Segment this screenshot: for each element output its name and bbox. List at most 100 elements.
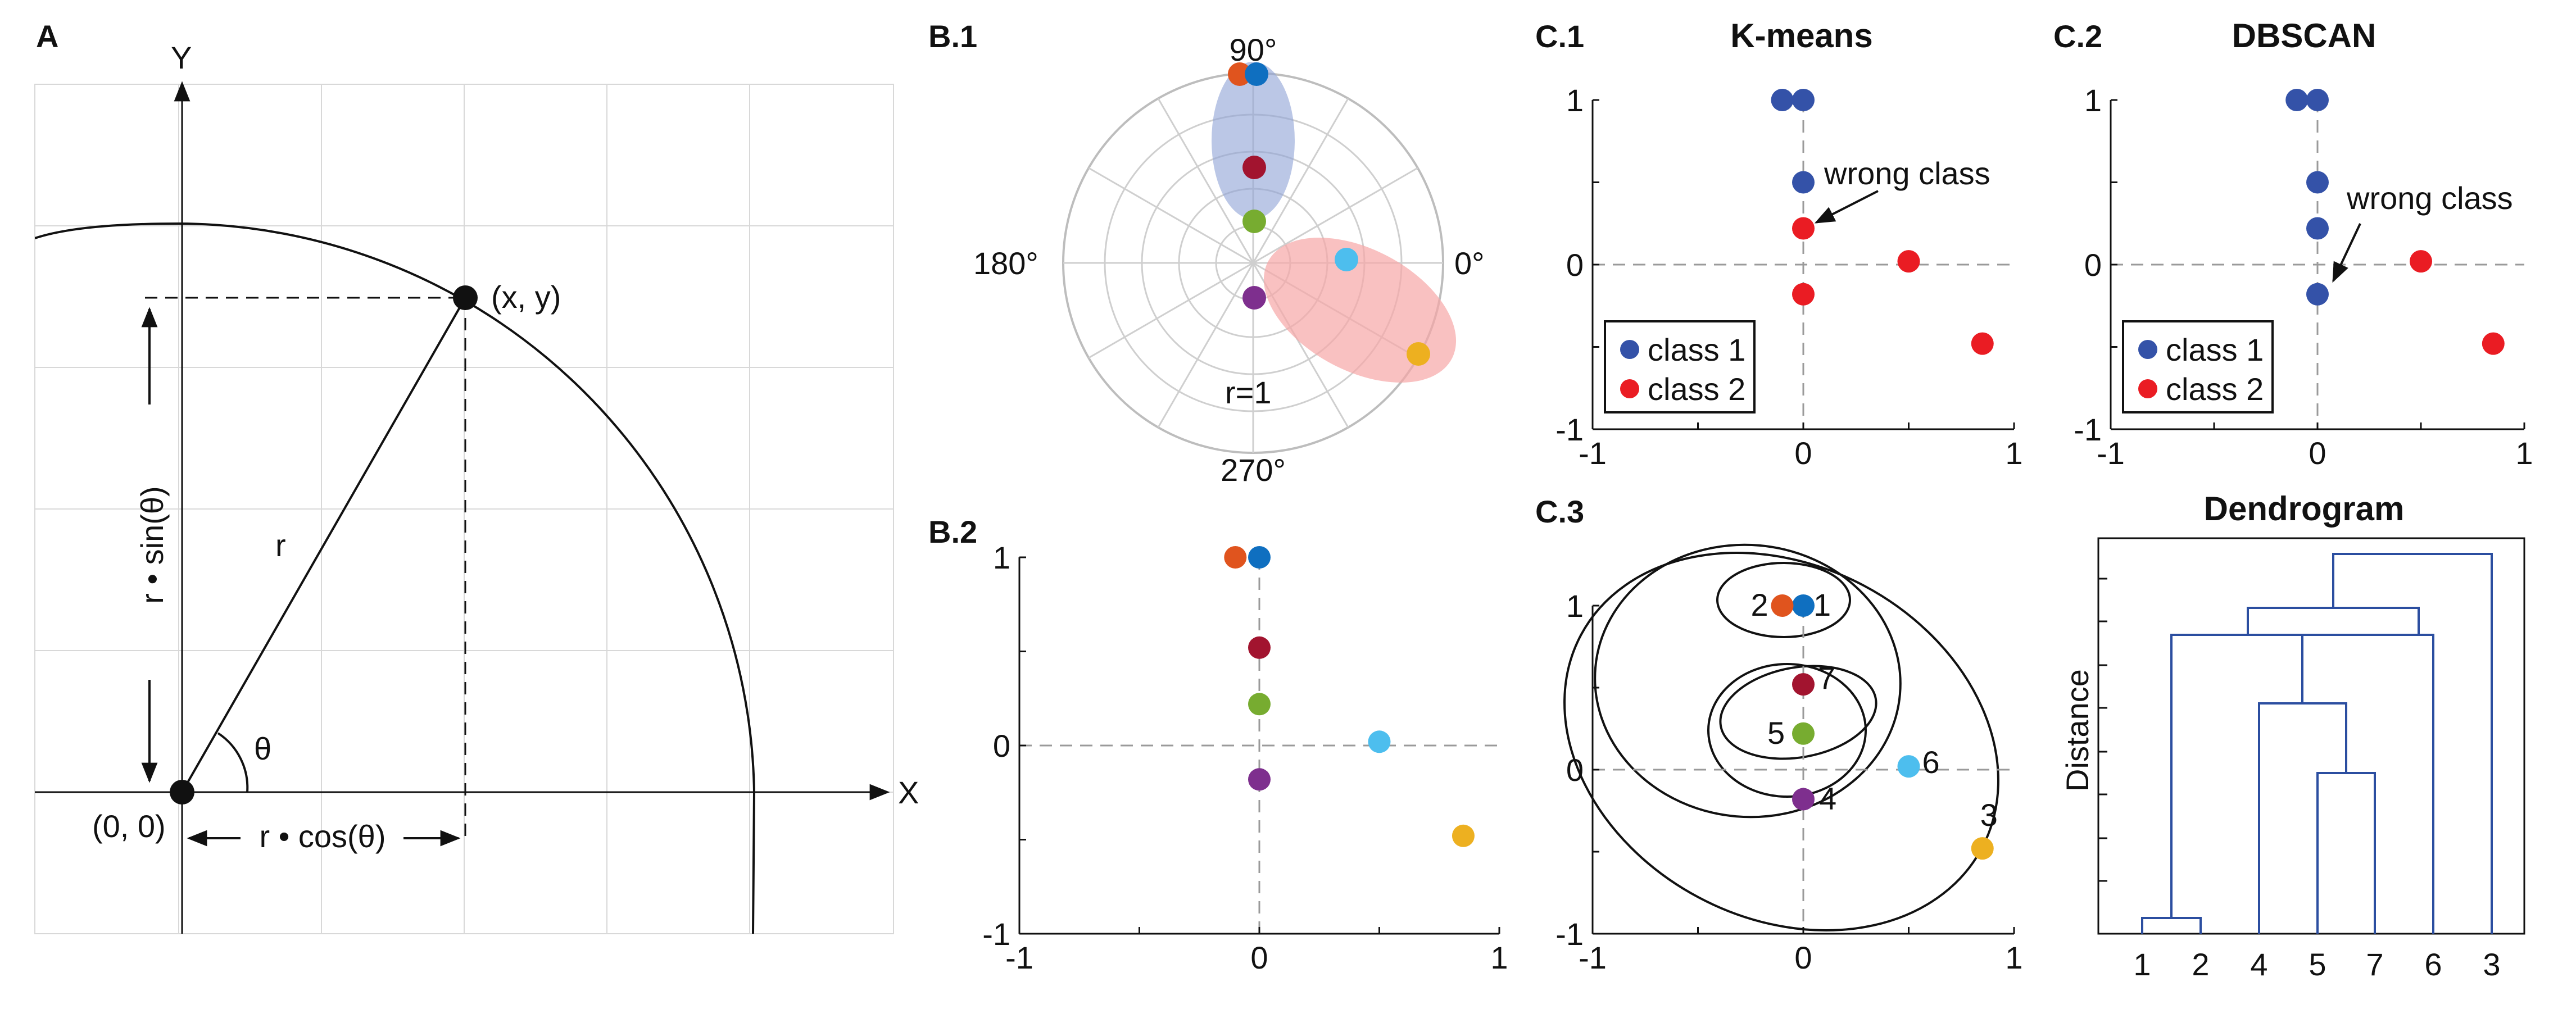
x-tick-label: 1 <box>1490 940 1508 975</box>
y-tick-label: 1 <box>993 540 1010 575</box>
leaf-label: 4 <box>2250 947 2267 982</box>
point <box>2410 250 2432 273</box>
x-tick-label: -1 <box>1579 940 1607 975</box>
point-7 <box>1248 636 1271 659</box>
x-axis-label: X <box>898 775 919 810</box>
point <box>2306 171 2329 194</box>
x-tick-label: 1 <box>2005 435 2022 471</box>
legend-class2: class 2 <box>2166 371 2264 407</box>
point-2 <box>1771 594 1794 617</box>
panel-a-label: A <box>36 19 58 54</box>
leaf-label: 1 <box>2133 947 2151 982</box>
polar-point-1 <box>1245 62 1268 86</box>
legend-c1: class 1 class 2 <box>1604 320 1756 413</box>
legend-c2: class 1 class 2 <box>2122 320 2274 413</box>
wrong-class-label: wrong class <box>2346 180 2513 216</box>
panel-c1-label: C.1 <box>1535 19 1584 54</box>
point-3 <box>1971 837 1994 860</box>
point-3 <box>1452 824 1475 847</box>
point-6 <box>1368 730 1391 753</box>
y-tick-label: -1 <box>1555 916 1584 952</box>
y-tick-label: 0 <box>993 728 1010 763</box>
dendrogram-links <box>2141 553 2493 934</box>
point <box>1897 250 1920 273</box>
point-1 <box>1248 546 1271 569</box>
wrong-class-label: wrong class <box>1824 156 1990 191</box>
polar-spoke <box>1157 98 1254 263</box>
leaf-label: 3 <box>2483 947 2500 982</box>
panel-c1-title: K-means <box>1730 17 1872 54</box>
point-id-label: 6 <box>1922 744 1940 780</box>
dendrogram-ylabel: Distance <box>2060 669 2095 792</box>
panel-c1: C.1 K-means -1 0 1 1 0 -1 wrong class class 1… <box>1535 17 2023 471</box>
legend-class1-marker <box>2138 340 2157 359</box>
x-tick-label: 0 <box>1794 435 1812 471</box>
link-upper <box>2247 607 2420 635</box>
point <box>2306 217 2329 240</box>
leaf-label: 5 <box>2309 947 2326 982</box>
link-5-7 <box>2316 772 2376 934</box>
y-tick-label: -1 <box>2074 412 2102 447</box>
y-tick-label: 1 <box>1566 83 1584 118</box>
origin-point <box>170 780 194 805</box>
panel-dendrogram: Dendrogram Distance 1 2 4 5 7 <box>2060 490 2525 982</box>
wrong-class-arrow <box>1814 190 1879 224</box>
legend-class2-marker <box>1620 379 1639 398</box>
angle-0: 0° <box>1454 246 1485 281</box>
panel-c3: C.3 -1 0 1 1 0 -1 1 2 3 45 6 7 <box>1535 494 2023 975</box>
panel-b2-label: B.2 <box>928 514 977 549</box>
leaf-label: 6 <box>2424 947 2442 982</box>
point-5 <box>1792 722 1815 745</box>
x-tick-label: -1 <box>2097 435 2125 471</box>
point <box>1771 89 1794 111</box>
legend-class1-marker <box>1620 340 1639 359</box>
point-id-label: 7 <box>1818 660 1835 696</box>
point <box>2285 89 2309 111</box>
link-4-57 <box>2258 702 2347 934</box>
point <box>1792 171 1815 194</box>
angle-90: 90° <box>1230 32 1277 67</box>
point-1 <box>1792 594 1815 617</box>
legend-class2: class 2 <box>1648 371 1745 407</box>
polar-point-3 <box>1407 342 1430 366</box>
point-6 <box>1897 755 1920 778</box>
point-5 <box>1248 693 1271 716</box>
y-tick-label: 1 <box>1566 588 1584 624</box>
cluster-contour-57 <box>1719 665 1877 760</box>
y-tick-label: 0 <box>2084 247 2102 283</box>
polar-point-2 <box>1228 62 1251 86</box>
point <box>2306 89 2329 111</box>
theta-arc <box>217 732 249 793</box>
angle-180: 180° <box>973 246 1038 281</box>
legend-class2-marker <box>2138 379 2157 398</box>
point <box>1792 283 1815 306</box>
panel-c3-label: C.3 <box>1535 494 1584 529</box>
y-tick-label: -1 <box>982 916 1010 952</box>
x-tick-label: 0 <box>1250 940 1268 975</box>
point-id-label: 1 <box>1813 587 1831 622</box>
point-7 <box>1792 673 1815 696</box>
point-id-label: 4 <box>1819 781 1836 816</box>
unit-circle-arc <box>35 222 756 934</box>
point <box>2306 283 2329 306</box>
panel-c2-label: C.2 <box>2053 19 2102 54</box>
radius-label: r=1 <box>1225 375 1272 410</box>
y-tick-label: 1 <box>2084 83 2102 118</box>
polar-point-7 <box>1242 156 1266 179</box>
cluster-contours <box>1563 543 1999 931</box>
dendrogram-frame <box>2097 537 2525 935</box>
point <box>1971 332 1994 355</box>
origin-label: (0, 0) <box>92 808 166 844</box>
x-tick-label: 1 <box>2005 940 2022 975</box>
point-4 <box>1248 768 1271 791</box>
polar-spoke <box>1088 262 1254 359</box>
link-457-6 <box>2301 634 2434 934</box>
x-tick-label: 0 <box>1794 940 1812 975</box>
cluster-contour-12 <box>1716 562 1851 638</box>
y-axis-label: Y <box>171 40 192 75</box>
point <box>1792 217 1815 240</box>
dendrogram-yticks <box>2098 578 2107 882</box>
legend-class1: class 1 <box>1648 332 1745 367</box>
x-tick-label: -1 <box>1579 435 1607 471</box>
